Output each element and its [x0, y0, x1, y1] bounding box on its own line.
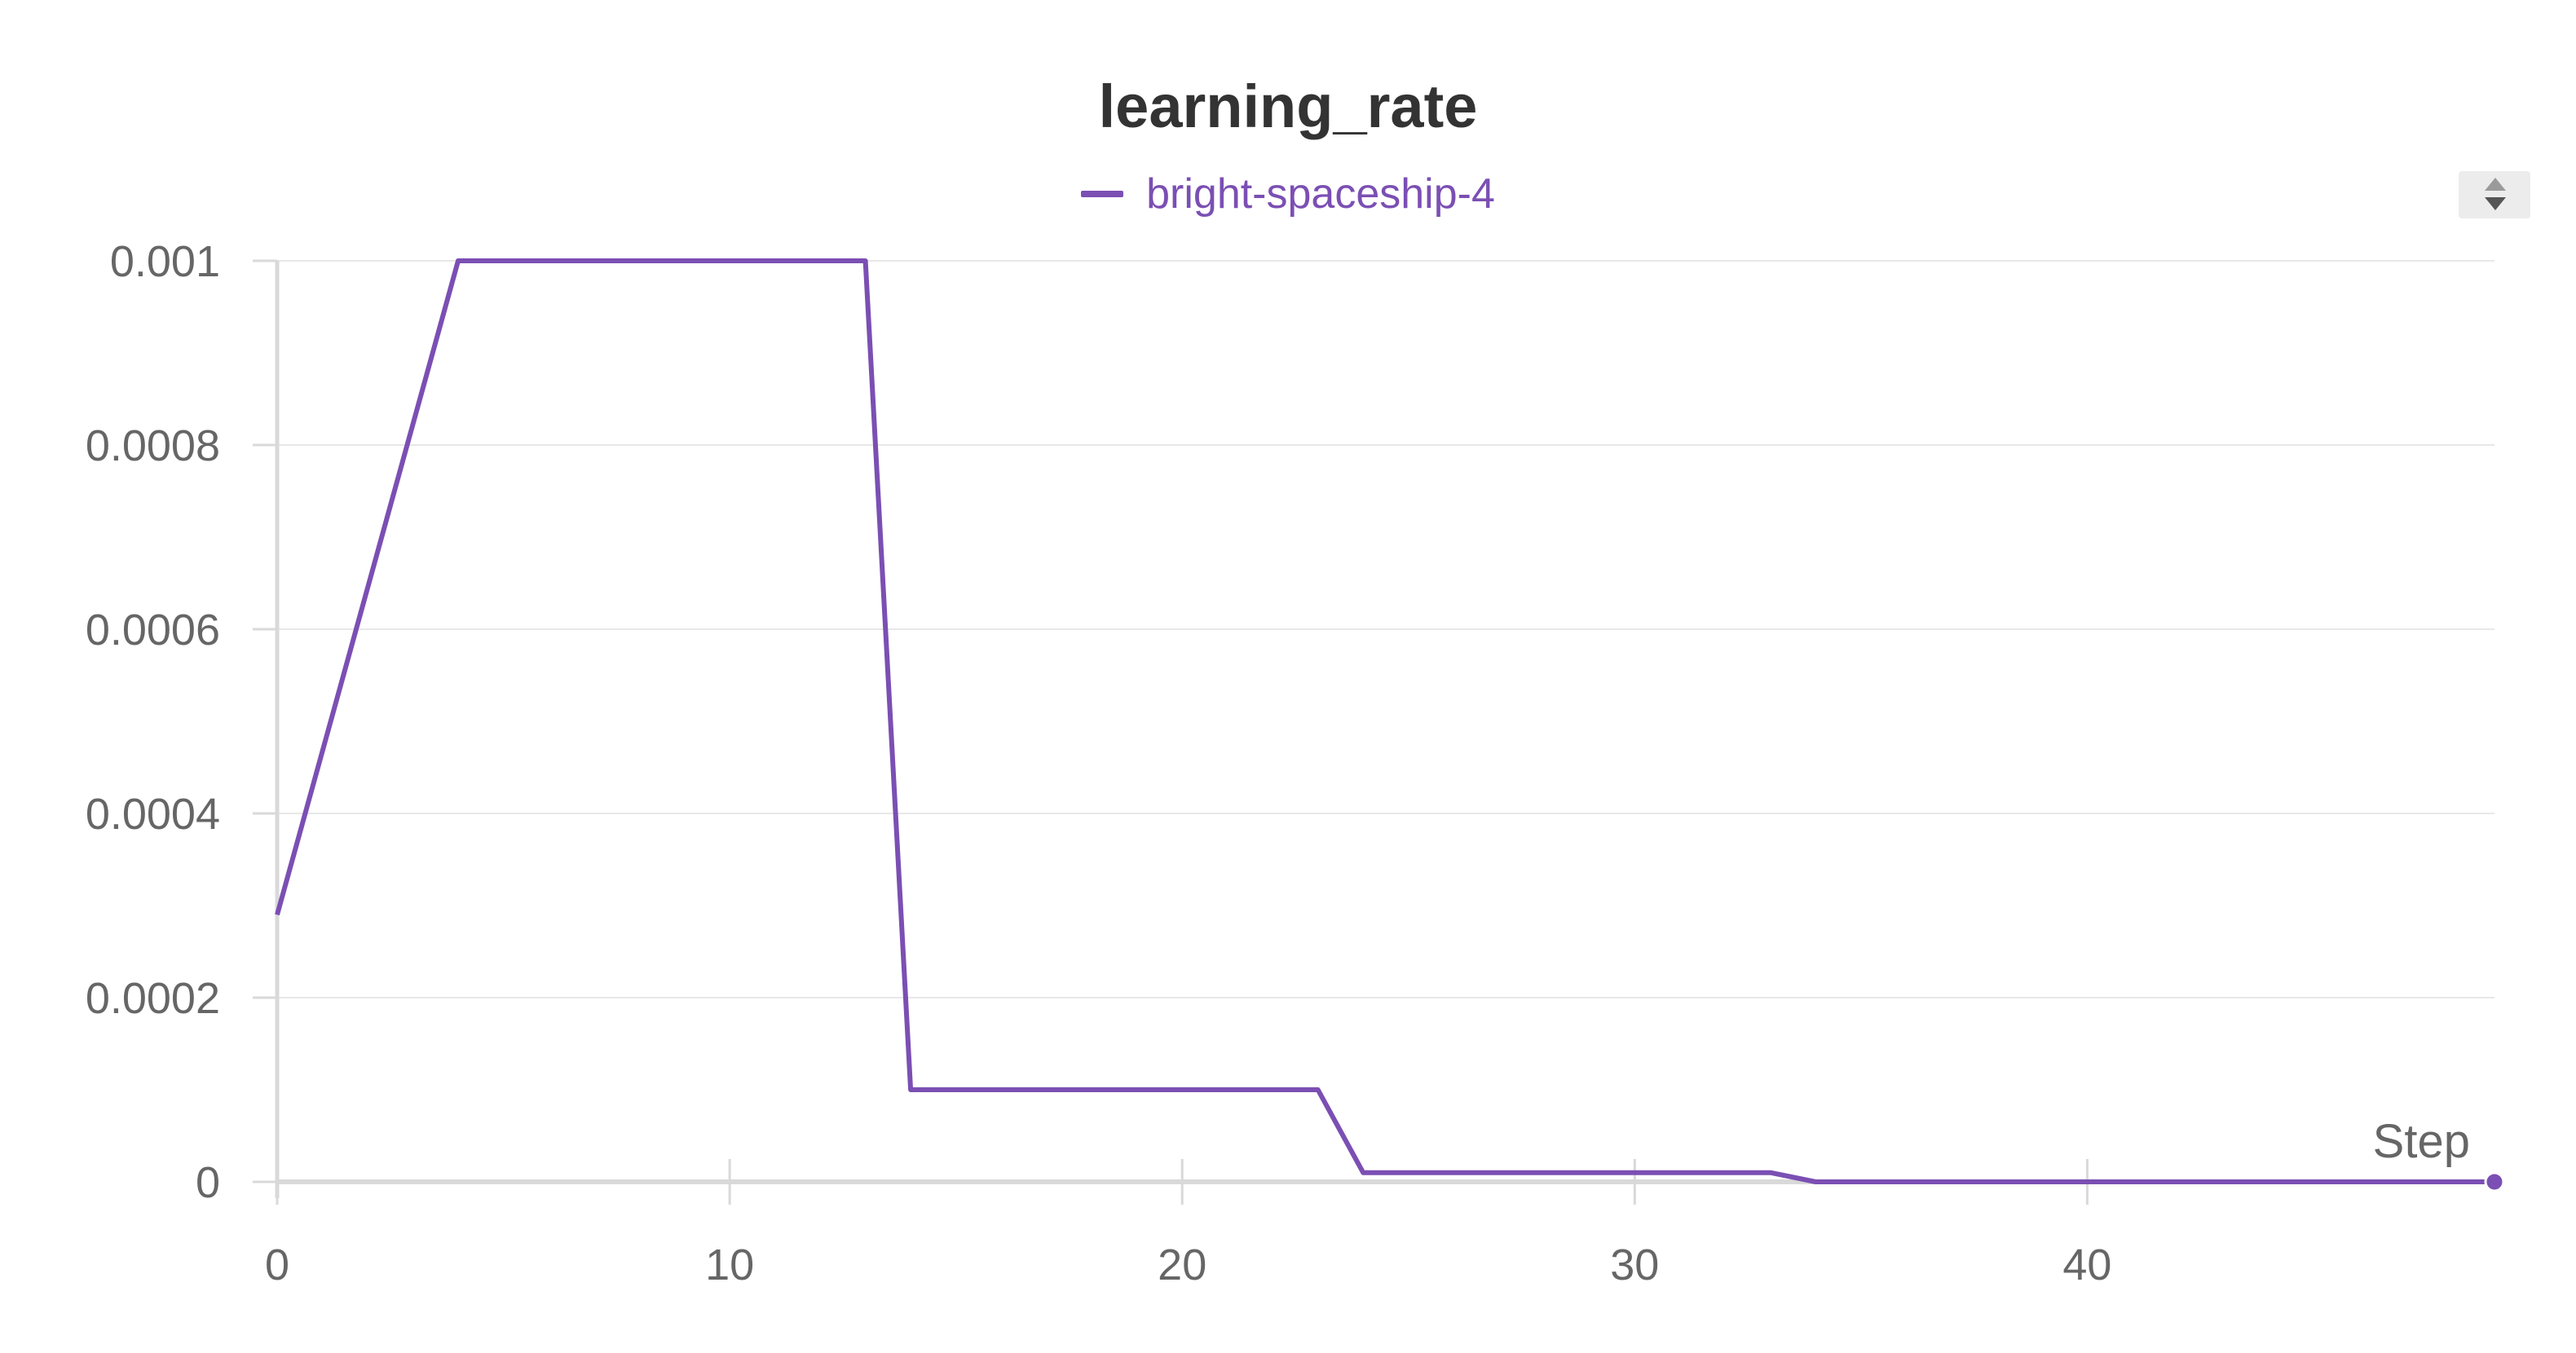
y-tick-label: 0.0002	[86, 974, 220, 1023]
series-line	[275, 258, 2494, 1184]
y-tick-label: 0.0006	[86, 606, 220, 654]
chevron-down-icon	[2485, 197, 2506, 210]
x-tick-label: 40	[2062, 1241, 2111, 1289]
x-tick-label: 10	[705, 1241, 754, 1289]
legend-item[interactable]: bright-spaceship-4	[1081, 170, 1495, 218]
y-tick-label: 0.0008	[86, 421, 220, 470]
x-tick-label: 0	[265, 1241, 289, 1289]
grid	[277, 260, 2494, 998]
axes	[253, 259, 2494, 1205]
legend-scroll-button[interactable]	[2459, 171, 2530, 218]
chevron-up-icon	[2485, 178, 2506, 191]
x-tick-label: 30	[1610, 1241, 1659, 1289]
legend-swatch	[1081, 191, 1124, 197]
y-tick-label: 0	[196, 1158, 220, 1207]
chart-title: learning_rate	[1098, 73, 1478, 140]
y-tick-label: 0.0004	[86, 790, 220, 839]
x-axis-label: Step	[2373, 1115, 2470, 1168]
x-tick-label: 20	[1158, 1241, 1206, 1289]
series-endpoint	[2484, 1171, 2505, 1192]
y-tick-label: 0.001	[110, 237, 220, 286]
legend-label: bright-spaceship-4	[1146, 170, 1495, 218]
legend: bright-spaceship-4	[0, 170, 2576, 218]
series-layer	[275, 258, 2505, 1192]
tick-labels: 0 0.0002 0.0004 0.0006 0.0008 0.001 0 10 20 30 40	[86, 237, 2112, 1289]
